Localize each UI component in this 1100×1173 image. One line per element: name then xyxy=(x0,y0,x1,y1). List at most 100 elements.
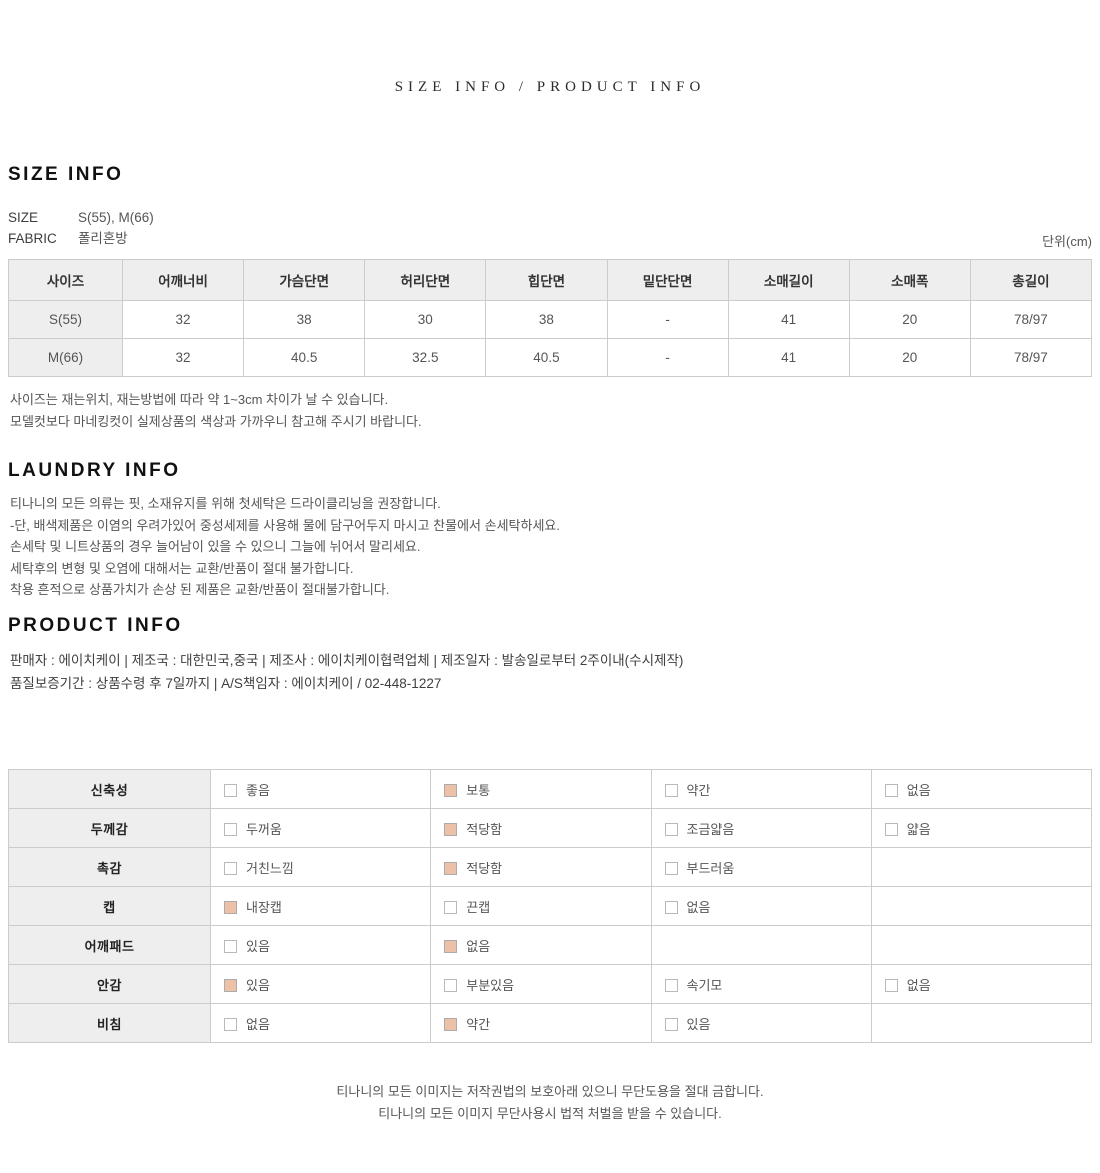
attribute-option-label: 없음 xyxy=(906,977,931,993)
size-info-heading: SIZE INFO xyxy=(8,164,124,185)
size-column-header: 총길이 xyxy=(969,259,1093,301)
attribute-option-label: 조금얇음 xyxy=(686,821,735,837)
attribute-option-label: 부분있음 xyxy=(466,977,515,993)
size-column-header: 가슴단면 xyxy=(243,259,366,301)
unchecked-checkbox-icon xyxy=(664,900,678,914)
attribute-label: 캡 xyxy=(8,886,211,926)
page-title: SIZE INFO / PRODUCT INFO xyxy=(394,79,706,95)
size-value-cell: 78/97 xyxy=(969,338,1093,377)
size-value-cell: 38 xyxy=(243,300,366,339)
attribute-option-label: 보통 xyxy=(466,782,491,798)
attribute-label: 신축성 xyxy=(8,769,211,809)
attribute-label: 안감 xyxy=(8,964,211,1004)
attribute-option-label: 없음 xyxy=(906,782,931,798)
attribute-option-label: 없음 xyxy=(246,1016,270,1032)
unchecked-checkbox-icon xyxy=(444,900,458,914)
size-table-row: S(55) 32 38 30 38-41 20 78/97 xyxy=(8,300,1093,339)
size-column-header: 밑단단면 xyxy=(606,259,729,301)
attribute-option-label: 있음 xyxy=(246,938,270,954)
laundry-info-text: 티나니의 모든 의류는 핏, 소재유지를 위해 첫세탁은 드라이클리닝을 권장합… xyxy=(10,493,560,601)
attribute-option-label: 없음 xyxy=(686,899,711,915)
attribute-option-cell: 있음 xyxy=(209,925,432,965)
product-info-line: 판매자 : 에이치케이 | 제조국 : 대한민국,중국 | 제조사 : 에이치케… xyxy=(10,653,684,668)
attribute-option-cell: 약간 xyxy=(650,769,872,809)
unchecked-checkbox-icon xyxy=(664,978,678,992)
unchecked-checkbox-icon xyxy=(884,978,898,992)
checked-checkbox-icon xyxy=(444,861,458,875)
size-column-header: 허리단면 xyxy=(364,259,487,301)
attribute-option-cell: 약간 xyxy=(430,1003,652,1043)
footer-line: 티나니의 모든 이미지는 저작권법의 보호아래 있으니 무단도용을 절대 금합니… xyxy=(336,1084,764,1099)
attribute-option-cell: 내장캡 xyxy=(209,886,432,926)
attribute-option-label: 부드러움 xyxy=(686,860,735,876)
attribute-option-label: 끈캡 xyxy=(466,899,491,915)
size-column-header: 소매폭 xyxy=(848,259,971,301)
size-table: 사이즈 어깨너비 가슴단면 허리단면 힙단면 밑단단면 소매길이 소매폭 총길이 S(55) 32… xyxy=(8,259,1093,377)
unchecked-checkbox-icon xyxy=(884,822,898,836)
attribute-option-label: 내장캡 xyxy=(246,899,282,915)
attribute-option-cell: 좋음 xyxy=(209,769,432,809)
size-value-cell: 32.5 xyxy=(364,338,487,377)
product-info-heading: PRODUCT INFO xyxy=(8,615,183,636)
attribute-option-cell: 있음 xyxy=(650,1003,872,1043)
attribute-option-label: 없음 xyxy=(466,938,491,954)
size-notes: 사이즈는 재는위치, 재는방법에 따라 약 1~3cm 차이가 날 수 있습니다… xyxy=(10,389,422,433)
laundry-info-heading: LAUNDRY INFO xyxy=(8,460,181,481)
attribute-empty-cell xyxy=(870,847,1093,887)
size-value-cell: 40.5 xyxy=(485,338,608,377)
size-value-cell: 40.5 xyxy=(243,338,366,377)
size-value-cell: 38 xyxy=(485,300,608,339)
attribute-option-label: 거친느낌 xyxy=(246,860,294,876)
attribute-option-cell: 부드러움 xyxy=(650,847,872,887)
unchecked-checkbox-icon xyxy=(884,783,898,797)
attribute-empty-cell xyxy=(870,925,1093,965)
checked-checkbox-icon xyxy=(444,822,458,836)
size-note-line: 사이즈는 재는위치, 재는방법에 따라 약 1~3cm 차이가 날 수 있습니다… xyxy=(10,392,389,407)
laundry-info-line: 손세탁 및 니트상품의 경우 늘어남이 있을 수 있으니 그늘에 뉘어서 말리세… xyxy=(10,539,421,554)
size-row-header: M(66) xyxy=(8,338,123,377)
attribute-option-label: 적당함 xyxy=(466,821,503,837)
size-meta-row: FABRIC 폴리혼방 xyxy=(8,228,154,249)
unchecked-checkbox-icon xyxy=(664,822,678,836)
attribute-option-cell: 속기모 xyxy=(650,964,872,1004)
copyright-footer: 티나니의 모든 이미지는 저작권법의 보호아래 있으니 무단도용을 절대 금합니… xyxy=(0,1081,1100,1125)
meta-label: FABRIC xyxy=(8,231,57,246)
attribute-row: 안감 있음 부분있음 속기모 없음 xyxy=(8,964,1093,1004)
unchecked-checkbox-icon xyxy=(444,978,458,992)
size-table-header-row: 사이즈 어깨너비 가슴단면 허리단면 힙단면 밑단단면 소매길이 소매폭 총길이 xyxy=(8,259,1093,301)
size-value-cell: - xyxy=(606,300,729,339)
size-value-cell: 78/97 xyxy=(969,300,1093,339)
size-row-header: S(55) xyxy=(8,300,123,339)
size-meta: SIZE S(55), M(66) FABRIC 폴리혼방 xyxy=(8,207,154,249)
attribute-option-cell: 적당함 xyxy=(430,847,652,887)
checked-checkbox-icon xyxy=(224,978,237,992)
attribute-option-cell: 부분있음 xyxy=(430,964,652,1004)
attribute-option-label: 약간 xyxy=(686,782,711,798)
attribute-option-cell: 없음 xyxy=(870,769,1093,809)
attribute-option-label: 있음 xyxy=(686,1016,711,1032)
attribute-row: 비침 없음 약간 있음 xyxy=(8,1003,1093,1043)
attribute-option-label: 약간 xyxy=(466,1016,491,1032)
unit-label: 단위(cm) xyxy=(1042,234,1092,249)
attribute-option-cell: 없음 xyxy=(209,1003,432,1043)
attribute-label: 촉감 xyxy=(8,847,211,887)
laundry-info-line: -단, 배색제품은 이염의 우려가있어 중성세제를 사용해 물에 담구어두지 마… xyxy=(10,517,560,533)
size-column-header: 힙단면 xyxy=(485,259,608,301)
size-value-cell: - xyxy=(606,338,729,377)
laundry-info-line: 세탁후의 변형 및 오염에 대해서는 교환/반품이 절대 불가합니다. xyxy=(10,560,354,576)
attribute-option-label: 두꺼움 xyxy=(246,821,282,837)
unchecked-checkbox-icon xyxy=(224,939,237,953)
attribute-label: 어깨패드 xyxy=(8,925,211,965)
laundry-info-line: 티나니의 모든 의류는 핏, 소재유지를 위해 첫세탁은 드라이클리닝을 권장합… xyxy=(10,496,441,511)
attribute-option-cell: 없음 xyxy=(870,964,1093,1004)
attribute-row: 촉감 거친느낌 적당함 부드러움 xyxy=(8,847,1093,887)
size-value-cell: 32 xyxy=(121,300,245,339)
attribute-option-label: 얇음 xyxy=(906,821,931,837)
attribute-option-cell: 거친느낌 xyxy=(209,847,432,887)
unchecked-checkbox-icon xyxy=(224,822,237,836)
attribute-empty-cell xyxy=(870,1003,1093,1043)
product-info-line: 품질보증기간 : 상품수령 후 7일까지 | A/S책임자 : 에이치케이 / … xyxy=(10,676,442,691)
attribute-option-label: 속기모 xyxy=(686,977,723,993)
size-column-header: 소매길이 xyxy=(727,259,850,301)
